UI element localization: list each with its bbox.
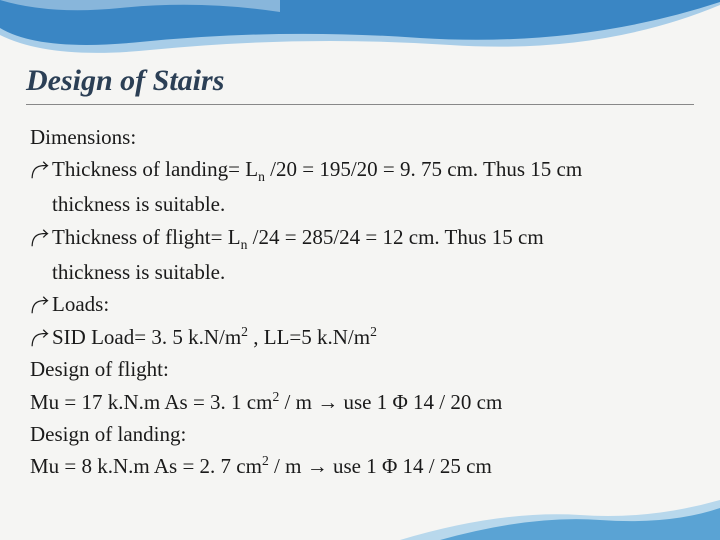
text-line: Mu = 17 k.N.m As = 3. 1 cm2 / m → use 1 … <box>30 387 690 417</box>
bullet-line: Thickness of flight= Ln /24 = 285/24 = 1… <box>30 222 690 255</box>
superscript: 2 <box>262 453 269 468</box>
superscript: 2 <box>241 324 248 339</box>
text: Loads: <box>52 292 109 316</box>
bullet-line: Loads: <box>30 289 690 319</box>
text: thickness is suitable. <box>52 192 225 216</box>
title-underline <box>26 104 694 105</box>
text: Thickness of landing= L <box>52 157 258 181</box>
text: / m → use 1 Φ 14 / 25 cm <box>269 454 492 478</box>
text: Dimensions: <box>30 125 136 149</box>
slide-title: Design of Stairs <box>26 64 224 98</box>
text-line: Mu = 8 k.N.m As = 2. 7 cm2 / m → use 1 Φ… <box>30 451 690 481</box>
decorative-wave-bottom <box>0 480 720 540</box>
text-line: Design of flight: <box>30 354 690 384</box>
text: Mu = 8 k.N.m As = 2. 7 cm <box>30 454 262 478</box>
text: Design of flight: <box>30 357 169 381</box>
bullet-line: Thickness of landing= Ln /20 = 195/20 = … <box>30 154 690 187</box>
text: , LL=5 k.N/m <box>248 325 370 349</box>
text: Thickness of flight= L <box>52 225 241 249</box>
text: Design of landing: <box>30 422 186 446</box>
superscript: 2 <box>370 324 377 339</box>
slide-body: Dimensions: Thickness of landing= Ln /20… <box>30 122 690 484</box>
bullet-line: SID Load= 3. 5 k.N/m2 , LL=5 k.N/m2 <box>30 322 690 352</box>
text-line: thickness is suitable. <box>30 257 690 287</box>
text: / m → use 1 Φ 14 / 20 cm <box>279 390 502 414</box>
text: /24 = 285/24 = 12 cm. Thus 15 cm <box>247 225 543 249</box>
text-line: Design of landing: <box>30 419 690 449</box>
subscript: n <box>258 170 265 185</box>
text-line: thickness is suitable. <box>30 189 690 219</box>
text: thickness is suitable. <box>52 260 225 284</box>
text: /20 = 195/20 = 9. 75 cm. Thus 15 cm <box>265 157 582 181</box>
text: Mu = 17 k.N.m As = 3. 1 cm <box>30 390 272 414</box>
text: SID Load= 3. 5 k.N/m <box>52 325 241 349</box>
text-line: Dimensions: <box>30 122 690 152</box>
